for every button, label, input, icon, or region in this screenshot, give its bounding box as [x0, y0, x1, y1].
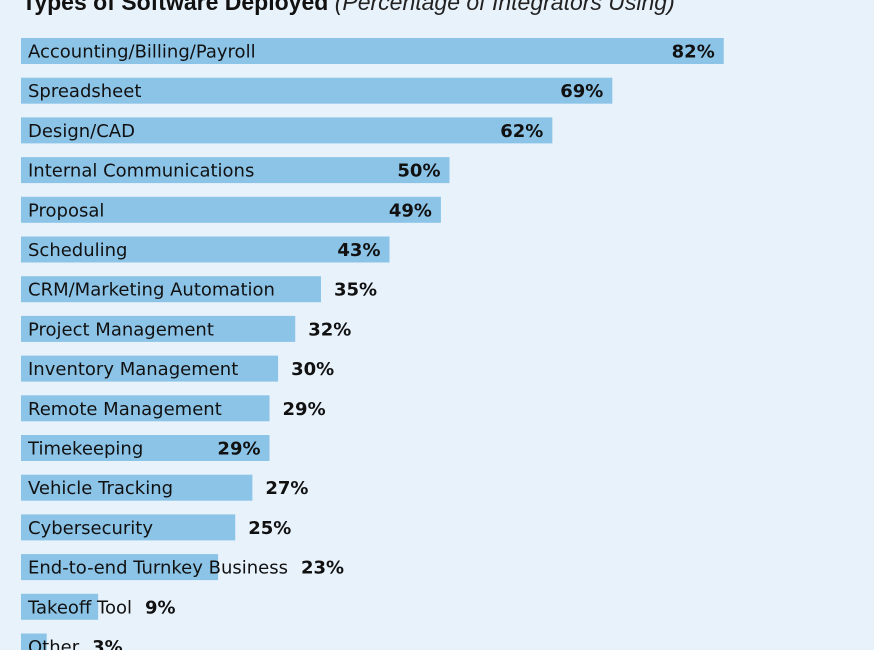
bar: [21, 196, 441, 223]
category-label: Scheduling: [28, 240, 127, 261]
bar: [21, 554, 219, 581]
bar: [21, 633, 47, 650]
category-label: Spreadsheet: [28, 81, 141, 102]
category-label: Takeoff Tool: [27, 597, 132, 618]
bar: [21, 514, 236, 541]
bar: [21, 77, 613, 104]
value-label: 69%: [560, 81, 603, 102]
chart-title-main: Types of Software Deployed: [22, 0, 329, 15]
category-label: Vehicle Tracking: [28, 478, 173, 499]
bar: [21, 276, 321, 303]
value-label: 25%: [248, 518, 291, 539]
value-label: 49%: [389, 200, 432, 221]
value-label: 23%: [301, 558, 344, 579]
value-label: 35%: [334, 280, 377, 301]
value-label: 29%: [217, 439, 260, 460]
category-label: Inventory Management: [28, 359, 238, 380]
category-label: Accounting/Billing/Payroll: [28, 42, 256, 63]
category-label: Proposal: [28, 200, 104, 221]
bar: [21, 435, 270, 461]
value-label: 43%: [337, 240, 380, 261]
value-label: 62%: [500, 121, 543, 142]
value-label: 3%: [92, 637, 123, 650]
chart-title: Types of Software Deployed (Percentage o…: [22, 0, 675, 16]
category-label: Remote Management: [28, 399, 222, 420]
value-label: 9%: [145, 597, 176, 618]
bar: [21, 117, 553, 144]
bar: [21, 355, 279, 382]
value-label: 30%: [291, 359, 334, 380]
value-label: 27%: [265, 478, 308, 499]
bar: [21, 157, 450, 184]
category-label: End-to-end Turnkey Business: [28, 558, 288, 579]
category-label: Other: [28, 637, 80, 650]
category-label: Design/CAD: [28, 121, 135, 142]
bar: [21, 395, 270, 422]
category-label: Cybersecurity: [28, 518, 153, 539]
bar: [21, 315, 296, 342]
value-label: 29%: [283, 399, 326, 420]
value-label: 32%: [308, 319, 351, 340]
value-label: 82%: [672, 42, 715, 63]
category-label: Project Management: [28, 319, 214, 340]
category-label: Timekeeping: [27, 439, 143, 460]
bar: [21, 593, 99, 620]
category-label: CRM/Marketing Automation: [28, 280, 275, 301]
bar: [21, 236, 390, 263]
category-label: Internal Communications: [28, 161, 254, 182]
bar: [21, 474, 253, 501]
bar: [21, 38, 724, 64]
value-label: 50%: [397, 161, 440, 182]
chart-title-subtitle: (Percentage of Integrators Using): [334, 0, 675, 15]
